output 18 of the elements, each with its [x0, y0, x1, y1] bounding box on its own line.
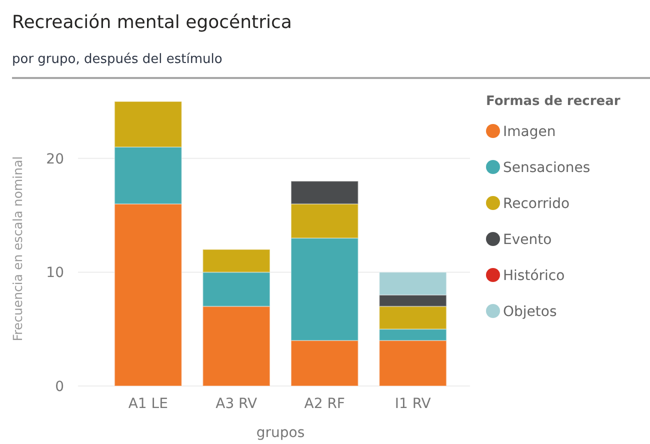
legend-label: Imagen: [503, 124, 556, 140]
legend-label: Recorrido: [503, 196, 570, 212]
legend-label: Evento: [503, 232, 552, 248]
y-axis-title: Frecuencia en escala nominal: [10, 156, 25, 342]
x-tick-label: I1 RV: [394, 396, 432, 412]
x-axis-title: grupos: [256, 425, 305, 441]
x-tick-label: A1 LE: [128, 396, 168, 412]
x-tick-label: A2 RF: [304, 396, 345, 412]
x-tick-label: A3 RV: [216, 396, 258, 412]
y-tick-label: 20: [46, 151, 64, 168]
legend-label: Histórico: [503, 268, 565, 284]
chart-subtitle: por grupo, después del estímulo: [12, 52, 222, 67]
y-tick-label: 0: [55, 378, 64, 395]
chart-title: Recreación mental egocéntrica: [12, 12, 292, 33]
legend-label: Sensaciones: [503, 160, 590, 176]
legend-title: Formas de recrear: [486, 94, 621, 109]
legend-label: Objetos: [503, 304, 557, 320]
y-tick-label: 10: [46, 265, 64, 282]
